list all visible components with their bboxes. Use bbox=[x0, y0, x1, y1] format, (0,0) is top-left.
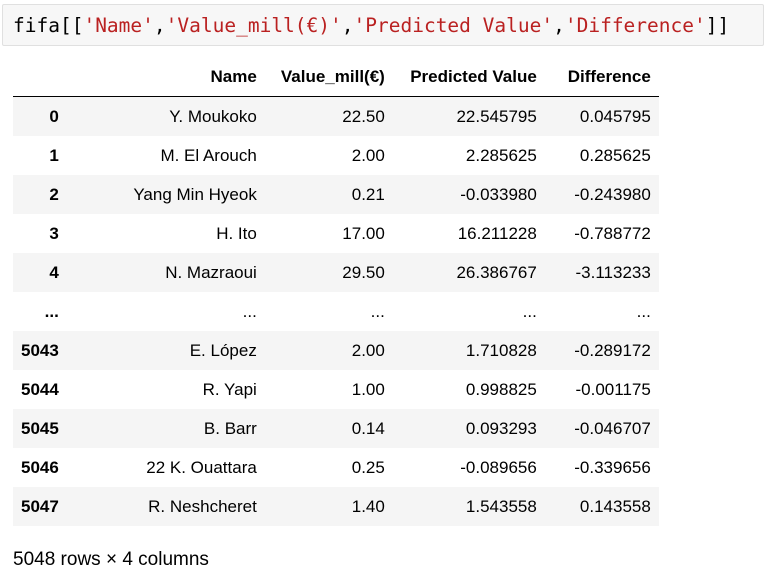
table-body: 0 Y. Moukoko 22.50 22.545795 0.045795 1 M. El … bbox=[13, 96, 659, 526]
row-index: 4 bbox=[49, 262, 59, 282]
table-cell: H. Ito bbox=[216, 223, 257, 243]
table-row: 0 Y. Moukoko 22.50 22.545795 0.045795 bbox=[13, 96, 659, 136]
table-cell: ... bbox=[522, 301, 537, 321]
table-cell: -0.339656 bbox=[574, 457, 651, 477]
code-col-difference: 'Difference' bbox=[564, 14, 706, 37]
table-cell: 1.543558 bbox=[465, 496, 537, 516]
column-header: Value_mill(€) bbox=[264, 57, 393, 97]
table-cell: N. Mazraoui bbox=[165, 262, 257, 282]
table-cell: 1.00 bbox=[351, 379, 385, 399]
table-cell: -0.046707 bbox=[574, 418, 651, 438]
table-cell: 22 K. Ouattara bbox=[146, 457, 257, 477]
row-index: ... bbox=[44, 301, 59, 321]
column-header: Difference bbox=[544, 57, 659, 97]
code-col-name: 'Name' bbox=[83, 14, 154, 37]
table-cell: 0.093293 bbox=[465, 418, 537, 438]
code-sep: , bbox=[553, 14, 565, 37]
table-cell: ... bbox=[370, 301, 385, 321]
table-row: 2 Yang Min Hyeok 0.21 -0.033980 -0.243980 bbox=[13, 175, 659, 214]
table-cell: M. El Arouch bbox=[160, 145, 257, 165]
column-header: Name bbox=[66, 57, 265, 97]
table-cell: 2.00 bbox=[351, 340, 385, 360]
table-cell: E. López bbox=[189, 340, 257, 360]
code-sep: , bbox=[341, 14, 354, 37]
row-index: 5043 bbox=[21, 340, 59, 360]
table-cell: -0.089656 bbox=[460, 457, 537, 477]
code-suffix: ]] bbox=[705, 14, 730, 37]
table-cell: 1.40 bbox=[351, 496, 385, 516]
table-row: 4 N. Mazraoui 29.50 26.386767 -3.113233 bbox=[13, 253, 659, 292]
dataframe-table: Name Value_mill(€) Predicted Value Diffe… bbox=[13, 57, 659, 526]
table-cell: 0.143558 bbox=[579, 496, 651, 516]
table-row: 1 M. El Arouch 2.00 2.285625 0.285625 bbox=[13, 136, 659, 175]
table-cell: 2.00 bbox=[351, 145, 385, 165]
table-cell: 0.14 bbox=[351, 418, 385, 438]
row-index: 5047 bbox=[21, 496, 59, 516]
table-cell: ... bbox=[636, 301, 651, 321]
table-cell: -0.033980 bbox=[460, 184, 537, 204]
table-row: 5044 R. Yapi 1.00 0.998825 -0.001175 bbox=[13, 370, 659, 409]
table-cell: R. Neshcheret bbox=[148, 496, 257, 516]
table-cell: 0.285625 bbox=[579, 145, 651, 165]
table-cell: 0.045795 bbox=[579, 106, 651, 126]
cell-output: Name Value_mill(€) Predicted Value Diffe… bbox=[13, 57, 659, 526]
table-cell: -0.788772 bbox=[574, 223, 651, 243]
row-index: 2 bbox=[49, 184, 59, 204]
dataframe-shape-footer: 5048 rows × 4 columns bbox=[13, 549, 209, 570]
table-cell: 0.25 bbox=[351, 457, 385, 477]
table-cell: -3.113233 bbox=[575, 262, 651, 282]
table-row: 5045 B. Barr 0.14 0.093293 -0.046707 bbox=[13, 409, 659, 448]
table-cell: 1.710828 bbox=[465, 340, 537, 360]
table-cell: Y. Moukoko bbox=[169, 106, 257, 126]
table-cell: -0.289172 bbox=[574, 340, 651, 360]
table-cell: 29.50 bbox=[342, 262, 385, 282]
table-cell: 2.285625 bbox=[465, 145, 537, 165]
table-cell: R. Yapi bbox=[202, 379, 257, 399]
table-row: 5043 E. López 2.00 1.710828 -0.289172 bbox=[13, 331, 659, 370]
table-cell: 0.21 bbox=[351, 184, 385, 204]
table-header-row: Name Value_mill(€) Predicted Value Diffe… bbox=[13, 57, 659, 97]
table-cell: 0.998825 bbox=[465, 379, 537, 399]
row-index: 0 bbox=[49, 106, 59, 126]
table-cell: 16.211228 bbox=[457, 223, 537, 243]
column-header: Predicted Value bbox=[392, 57, 545, 97]
row-index: 5046 bbox=[21, 457, 59, 477]
code-col-predicted: 'Predicted Value' bbox=[353, 14, 554, 37]
table-cell: 22.545795 bbox=[456, 106, 537, 126]
table-cell: B. Barr bbox=[203, 418, 257, 438]
table-cell: Yang Min Hyeok bbox=[133, 184, 257, 204]
table-row: 5047 R. Neshcheret 1.40 1.543558 0.143558 bbox=[13, 487, 659, 526]
code-input-cell[interactable]: fifa[['Name','Value_mill(€)','Predicted … bbox=[2, 4, 764, 46]
table-cell: 26.386767 bbox=[456, 262, 537, 282]
table-cell: -0.243980 bbox=[574, 184, 651, 204]
table-cell: -0.001175 bbox=[575, 379, 651, 399]
index-header bbox=[13, 57, 67, 97]
code-prefix: fifa[[ bbox=[13, 14, 84, 37]
table-cell: ... bbox=[242, 301, 257, 321]
row-index: 3 bbox=[49, 223, 59, 243]
table-row: 5046 22 K. Ouattara 0.25 -0.089656 -0.339656 bbox=[13, 448, 659, 487]
table-cell: 22.50 bbox=[342, 106, 385, 126]
row-index: 1 bbox=[49, 145, 59, 165]
table-cell: 17.00 bbox=[342, 223, 385, 243]
row-index: 5045 bbox=[21, 418, 59, 438]
table-row: ............... bbox=[13, 292, 659, 331]
table-row: 3 H. Ito 17.00 16.211228 -0.788772 bbox=[13, 214, 659, 253]
code-col-value: 'Value_mill(€)' bbox=[165, 14, 342, 37]
code-sep: , bbox=[153, 14, 166, 37]
row-index: 5044 bbox=[21, 379, 59, 399]
